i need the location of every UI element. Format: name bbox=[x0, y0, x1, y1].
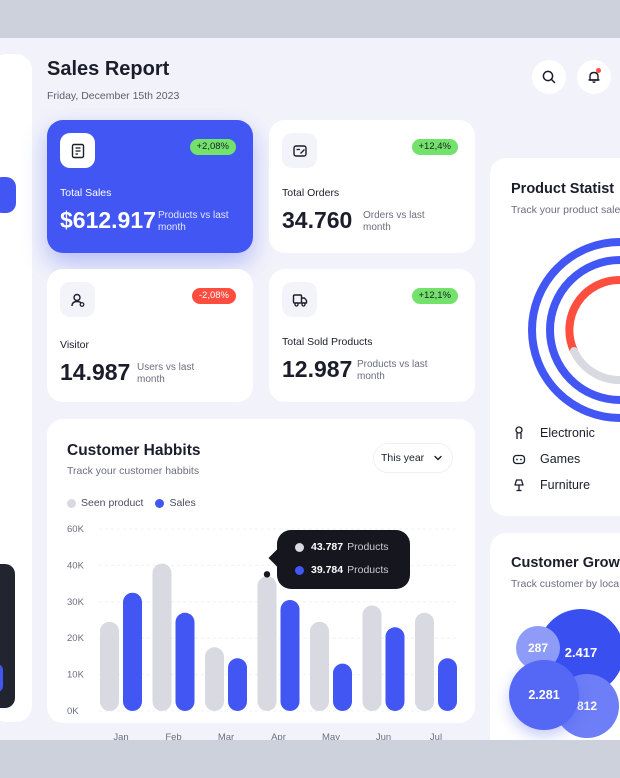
chart-tooltip: 43.787 Products 39.784 Products bbox=[268, 530, 410, 589]
legend-item-seen: Seen product bbox=[67, 497, 143, 509]
page-date: Friday, December 15th 2023 bbox=[47, 90, 180, 102]
bar-sales[interactable] bbox=[385, 627, 405, 711]
bar-seen-product[interactable] bbox=[152, 563, 172, 711]
sidebar-promo-button[interactable] bbox=[0, 664, 3, 692]
gamepad-icon bbox=[512, 454, 526, 465]
stat-value: 14.987 bbox=[60, 359, 131, 385]
y-tick-label: 20K bbox=[67, 633, 85, 644]
x-tick-label: Mar bbox=[218, 732, 234, 740]
order-icon bbox=[292, 144, 307, 157]
x-tick-label: Jul bbox=[430, 732, 442, 740]
bar-sales[interactable] bbox=[333, 663, 352, 711]
y-tick-label: 40K bbox=[67, 560, 85, 571]
stat-card-total-sales[interactable]: +2,08% Total Sales $612.917 Products vs … bbox=[47, 120, 253, 253]
notification-button[interactable] bbox=[577, 60, 611, 94]
bar-seen-product[interactable] bbox=[310, 621, 329, 711]
x-tick-label: Jan bbox=[113, 732, 128, 740]
product-subtitle: Track your product sale bbox=[511, 204, 620, 216]
change-badge: +12,1% bbox=[411, 288, 458, 304]
y-tick-label: 10K bbox=[67, 670, 85, 681]
product-title: Product Statist bbox=[511, 181, 615, 197]
product-statistic-card: Product Statist Track your product sale … bbox=[490, 158, 620, 516]
change-badge: +12,4% bbox=[411, 139, 458, 155]
stat-card-total-orders[interactable]: +12,4% Total Orders 34.760 Orders vs las… bbox=[269, 120, 475, 253]
bar-seen-product[interactable] bbox=[257, 576, 277, 711]
stat-note: Orders vs last month bbox=[363, 210, 425, 233]
bar-sales[interactable] bbox=[280, 599, 300, 711]
stat-label: Total Orders bbox=[282, 187, 340, 199]
bubble-medium[interactable]: 2.281 bbox=[509, 660, 579, 730]
growth-title: Customer Grow bbox=[511, 555, 620, 571]
bar-seen-product[interactable] bbox=[205, 647, 224, 711]
stat-label: Visitor bbox=[60, 339, 89, 351]
period-dropdown-value: This year bbox=[381, 452, 425, 464]
x-tick-label: Jun bbox=[376, 732, 391, 740]
stat-label: Total Sales bbox=[60, 187, 112, 199]
category-furniture: Furniture bbox=[512, 478, 590, 492]
habbits-subtitle: Track your customer habbits bbox=[67, 465, 200, 477]
stat-note: Products vs last month bbox=[158, 210, 229, 233]
tooltip-row-sales: 39.784 Products bbox=[295, 564, 389, 576]
bar-seen-product[interactable] bbox=[100, 621, 119, 711]
electronic-icon bbox=[515, 426, 523, 439]
bar-seen-product[interactable] bbox=[415, 612, 434, 711]
category-games: Games bbox=[512, 452, 580, 466]
habbits-title: Customer Habbits bbox=[67, 442, 201, 459]
truck-icon bbox=[292, 293, 307, 307]
change-badge: -2,08% bbox=[191, 288, 236, 304]
bar-sales[interactable] bbox=[175, 612, 195, 711]
search-button[interactable] bbox=[532, 60, 566, 94]
growth-subtitle: Track customer by loca bbox=[511, 578, 620, 590]
habbits-bar-chart: 0K 10K 20K 30K 40K 60K Jan Feb Mar Apr May Jun Jul bbox=[67, 524, 459, 740]
x-tick-label: Feb bbox=[165, 732, 181, 740]
tooltip-anchor-dot bbox=[263, 571, 271, 578]
bar-sales[interactable] bbox=[123, 592, 142, 711]
stat-value: 12.987 bbox=[282, 356, 353, 382]
dashboard-frame: Sales Report Friday, December 15th 2023 … bbox=[0, 38, 620, 740]
bar-sales[interactable] bbox=[438, 658, 457, 711]
change-badge: +2,08% bbox=[189, 139, 236, 155]
stat-value: 34.760 bbox=[282, 207, 353, 233]
chart-legend: Seen product Sales bbox=[67, 497, 208, 509]
x-tick-label: May bbox=[322, 732, 340, 740]
stat-value: $612.917 bbox=[60, 207, 156, 233]
search-icon bbox=[542, 70, 556, 84]
customer-growth-card: Customer Grow Track customer by loca 2.4… bbox=[490, 533, 620, 740]
stat-note: Products vs last month bbox=[357, 359, 428, 382]
x-tick-label: Apr bbox=[271, 732, 286, 740]
legend-item-sales: Sales bbox=[155, 497, 196, 509]
bar-seen-product[interactable] bbox=[362, 605, 382, 711]
tooltip-row-seen: 43.787 Products bbox=[295, 541, 389, 553]
bar-sales[interactable] bbox=[228, 658, 247, 711]
customer-habbits-card: Customer Habbits Track your customer hab… bbox=[47, 419, 475, 740]
y-tick-label: 30K bbox=[67, 597, 85, 608]
y-tick-label: 0K bbox=[67, 706, 79, 717]
receipt-icon bbox=[71, 143, 84, 158]
page-title: Sales Report bbox=[47, 58, 170, 80]
bell-icon bbox=[588, 71, 600, 83]
period-dropdown[interactable]: This year bbox=[373, 443, 453, 473]
product-radial-chart bbox=[528, 238, 620, 422]
category-electronic: Electronic bbox=[512, 426, 595, 440]
sidebar-promo-card bbox=[0, 564, 15, 708]
visitor-icon bbox=[70, 293, 84, 307]
sidebar-active-item[interactable] bbox=[0, 177, 16, 213]
stat-label: Total Sold Products bbox=[282, 336, 373, 348]
stat-card-total-sold-products[interactable]: +12,1% Total Sold Products 12.987 Produc… bbox=[269, 269, 475, 402]
lamp-icon bbox=[514, 479, 524, 492]
stat-card-visitor[interactable]: -2,08% Visitor 14.987 Users vs last mont… bbox=[47, 269, 253, 402]
chevron-down-icon bbox=[434, 455, 442, 461]
y-tick-label: 60K bbox=[67, 524, 85, 535]
notification-dot bbox=[596, 68, 601, 73]
stat-note: Users vs last month bbox=[137, 362, 195, 385]
